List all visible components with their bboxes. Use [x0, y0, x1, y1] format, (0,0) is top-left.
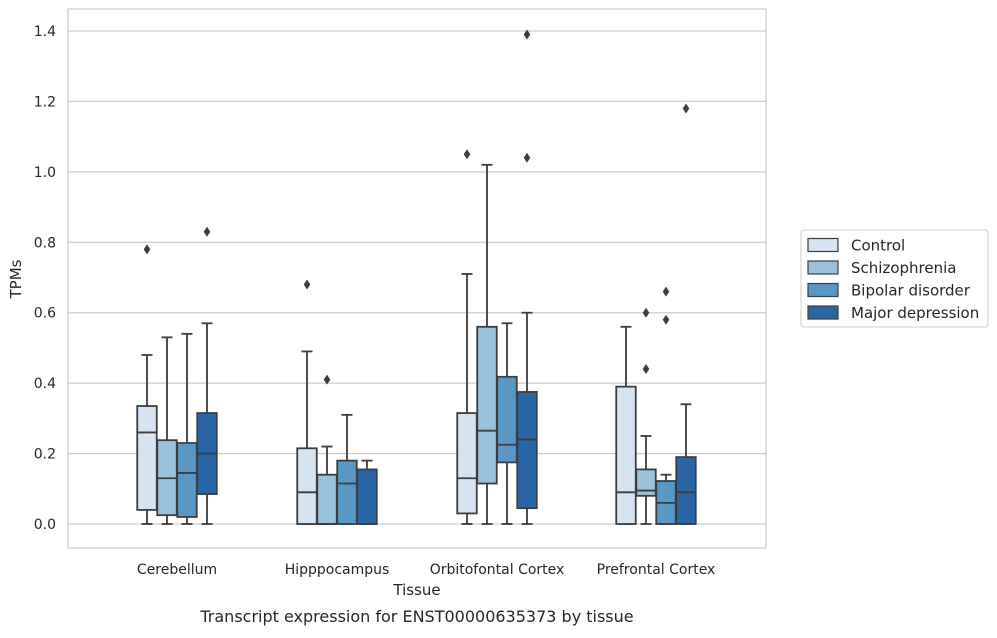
legend-label: Bipolar disorder: [851, 282, 971, 300]
box-group: [296, 279, 318, 525]
outlier-point: [662, 314, 670, 325]
y-tick-label: 0.2: [34, 447, 56, 463]
box-group: [156, 336, 178, 525]
legend-swatch: [807, 282, 839, 298]
outlier-point: [682, 103, 690, 114]
outlier-point: [642, 364, 650, 375]
y-tick-label: 0.4: [34, 376, 56, 392]
legend-label: Schizophrenia: [851, 259, 956, 277]
y-axis-label: TPMs: [7, 259, 25, 299]
y-tick-labels: 0.0 0.2 0.4 0.6 0.8 1.0 1.2 1.4: [34, 24, 56, 533]
legend: Control Schizophrenia Bipolar disorder Majo…: [800, 229, 989, 328]
outlier-point: [662, 286, 670, 297]
box-group: [635, 307, 657, 525]
outlier-point: [463, 149, 471, 160]
box-group: [675, 103, 697, 525]
x-tick-labels: Cerebellum Hipppocampus Orbitofontal Corte…: [137, 562, 715, 578]
y-tick-label: 1.0: [34, 165, 56, 181]
y-tick-label: 0.8: [34, 235, 56, 251]
x-tick-label: Hipppocampus: [285, 562, 390, 578]
box-group: [516, 29, 538, 525]
x-tick-label: Cerebellum: [137, 562, 217, 578]
legend-label: Control: [851, 237, 905, 255]
box-group: [196, 226, 218, 525]
box-group: [136, 244, 158, 525]
x-tick-label: Prefrontal Cortex: [597, 562, 716, 578]
legend-swatch: [807, 260, 839, 275]
boxes-layer: [136, 29, 697, 525]
box-body: [136, 405, 158, 511]
box-body: [356, 468, 378, 525]
y-tick-label: 1.4: [34, 24, 56, 40]
box-group: [456, 149, 478, 525]
plot-frame: [67, 8, 767, 549]
x-axis-label: Tissue: [392, 581, 440, 599]
box-body: [456, 412, 478, 515]
box-group: [496, 322, 518, 525]
box-body: [476, 325, 498, 485]
legend-frame: [800, 229, 989, 328]
box-body: [516, 391, 538, 510]
box-body: [316, 473, 338, 525]
box-body: [176, 442, 198, 518]
y-tick-label: 0.6: [34, 306, 56, 322]
box-group: [356, 459, 378, 525]
outlier-point: [143, 244, 151, 255]
y-tick-label: 1.2: [34, 94, 56, 110]
outlier-point: [523, 29, 531, 40]
outlier-point: [303, 279, 311, 290]
box-group: [615, 325, 637, 525]
box-body: [615, 385, 637, 525]
legend-swatch: [807, 237, 839, 253]
box-group: [655, 286, 677, 525]
outlier-point: [642, 307, 650, 318]
legend-swatch: [807, 305, 839, 320]
box-body: [496, 375, 518, 464]
box-body: [675, 456, 697, 525]
outlier-point: [323, 374, 331, 385]
x-tick-label: Orbitofontal Cortex: [430, 562, 565, 578]
box-body: [336, 459, 358, 525]
box-group: [336, 413, 358, 525]
outlier-point: [523, 152, 531, 163]
y-tick-label: 0.0: [34, 517, 56, 533]
legend-label: Major depression: [851, 304, 979, 322]
box-group: [316, 374, 338, 525]
box-group: [176, 332, 198, 525]
box-body: [635, 468, 657, 497]
chart-caption: Transcript expression for ENST0000063537…: [199, 607, 633, 626]
outlier-point: [203, 226, 211, 237]
box-group: [476, 163, 498, 525]
box-body: [296, 447, 318, 525]
